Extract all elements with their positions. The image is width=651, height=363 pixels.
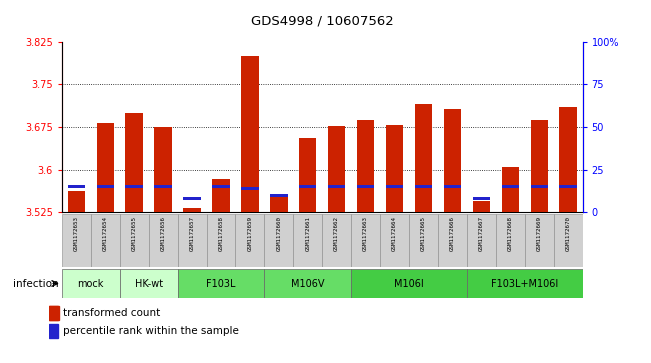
Text: HK-wt: HK-wt <box>135 278 163 289</box>
Text: GSM1172662: GSM1172662 <box>334 216 339 251</box>
Bar <box>206 214 236 267</box>
Bar <box>444 185 461 188</box>
Bar <box>270 196 288 212</box>
Bar <box>264 269 351 298</box>
Text: GDS4998 / 10607562: GDS4998 / 10607562 <box>251 15 394 28</box>
Bar <box>351 269 467 298</box>
Bar <box>559 185 577 188</box>
Text: GSM1172669: GSM1172669 <box>536 216 542 251</box>
Text: infection: infection <box>13 278 59 289</box>
Bar <box>299 138 316 212</box>
Text: GSM1172666: GSM1172666 <box>450 216 455 251</box>
Text: GSM1172658: GSM1172658 <box>219 216 223 251</box>
Text: GSM1172668: GSM1172668 <box>508 216 513 251</box>
Bar <box>386 125 403 212</box>
Bar <box>270 193 288 197</box>
Bar <box>90 214 120 267</box>
Text: GSM1172656: GSM1172656 <box>161 216 165 251</box>
Bar <box>184 208 201 212</box>
Bar <box>299 185 316 188</box>
Bar <box>531 120 548 212</box>
Bar <box>49 306 58 320</box>
Bar <box>525 214 554 267</box>
Bar <box>357 120 374 212</box>
Bar <box>357 185 374 188</box>
Text: GSM1172670: GSM1172670 <box>566 216 571 251</box>
Bar <box>68 185 85 188</box>
Bar <box>322 214 351 267</box>
Bar <box>467 214 496 267</box>
Bar <box>328 185 346 188</box>
Bar <box>531 185 548 188</box>
Bar <box>212 185 230 188</box>
Bar <box>409 214 438 267</box>
Bar <box>351 214 380 267</box>
Bar <box>184 197 201 200</box>
Bar <box>120 269 178 298</box>
Text: M106I: M106I <box>394 278 424 289</box>
Bar <box>559 107 577 212</box>
Bar <box>120 214 148 267</box>
Bar <box>49 324 58 338</box>
Bar <box>444 109 461 212</box>
Bar <box>178 269 264 298</box>
Text: GSM1172665: GSM1172665 <box>421 216 426 251</box>
Bar <box>148 214 178 267</box>
Bar <box>96 185 114 188</box>
Bar <box>126 113 143 212</box>
Text: GSM1172663: GSM1172663 <box>363 216 368 251</box>
Bar <box>242 56 258 212</box>
Bar <box>380 214 409 267</box>
Bar <box>242 187 258 190</box>
Bar <box>154 185 172 188</box>
Bar <box>264 214 294 267</box>
Bar <box>126 185 143 188</box>
Bar <box>212 179 230 212</box>
Text: GSM1172657: GSM1172657 <box>189 216 195 251</box>
Text: GSM1172667: GSM1172667 <box>479 216 484 251</box>
Bar <box>154 127 172 212</box>
Bar <box>415 185 432 188</box>
Bar <box>502 185 519 188</box>
Bar <box>328 126 346 212</box>
Bar <box>294 214 322 267</box>
Text: GSM1172660: GSM1172660 <box>276 216 281 251</box>
Text: M106V: M106V <box>291 278 325 289</box>
Bar <box>438 214 467 267</box>
Text: GSM1172653: GSM1172653 <box>74 216 79 251</box>
Text: GSM1172659: GSM1172659 <box>247 216 253 251</box>
Bar <box>236 214 264 267</box>
Bar <box>502 167 519 212</box>
Bar <box>386 185 403 188</box>
Bar <box>496 214 525 267</box>
Bar <box>62 269 120 298</box>
Text: F103L+M106I: F103L+M106I <box>491 278 559 289</box>
Text: transformed count: transformed count <box>63 308 161 318</box>
Bar <box>554 214 583 267</box>
Text: mock: mock <box>77 278 104 289</box>
Text: GSM1172661: GSM1172661 <box>305 216 311 251</box>
Bar <box>68 191 85 212</box>
Bar <box>96 122 114 212</box>
Bar <box>415 104 432 212</box>
Text: F103L: F103L <box>206 278 236 289</box>
Bar <box>178 214 206 267</box>
Text: percentile rank within the sample: percentile rank within the sample <box>63 326 240 336</box>
Text: GSM1172664: GSM1172664 <box>392 216 397 251</box>
Bar <box>467 269 583 298</box>
Bar <box>473 197 490 200</box>
Bar <box>49 306 59 320</box>
Text: GSM1172655: GSM1172655 <box>132 216 137 251</box>
Bar <box>473 201 490 212</box>
Bar <box>62 214 90 267</box>
Text: GSM1172654: GSM1172654 <box>103 216 108 251</box>
